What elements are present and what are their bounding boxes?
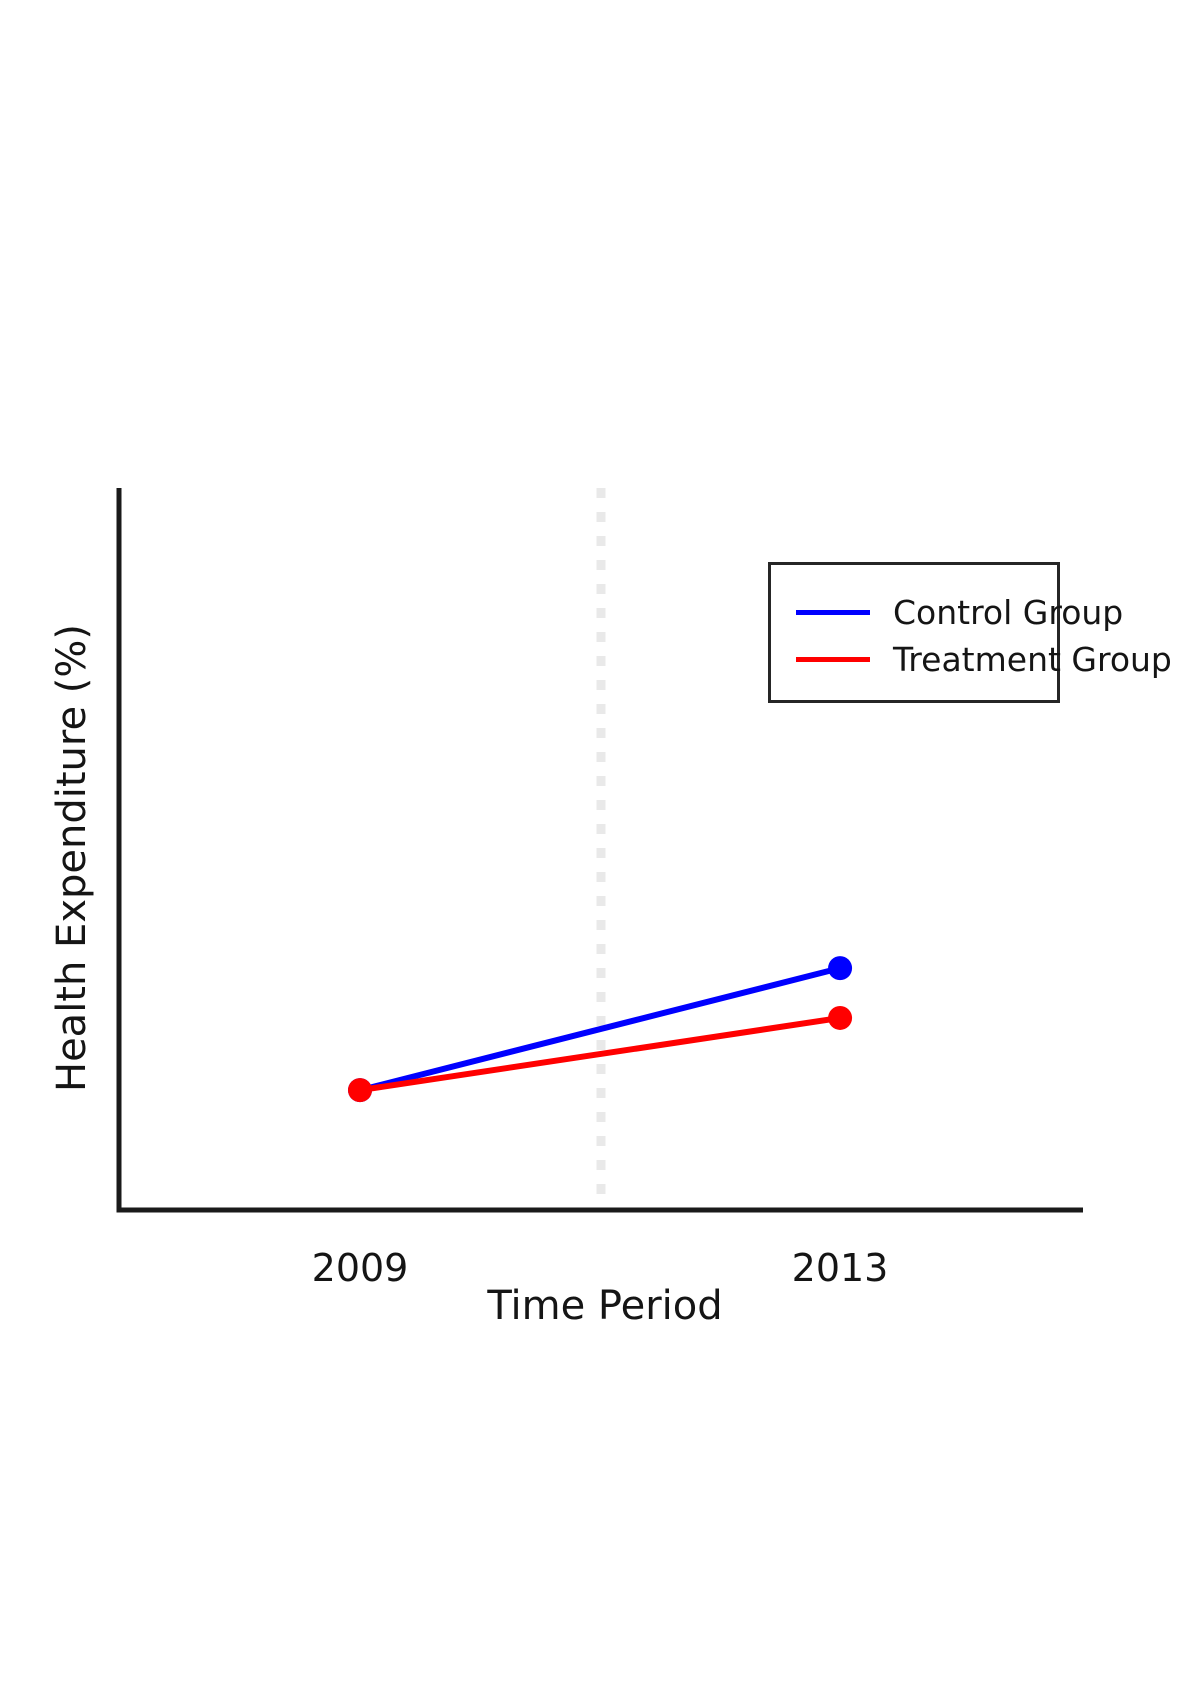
data-point-treatment-2009 — [348, 1078, 372, 1103]
control-group-line-sample — [796, 610, 870, 615]
data-point-treatment-2013 — [828, 1005, 853, 1030]
legend-box: Control Group Treatment Group — [768, 562, 1172, 703]
x-tick-label-2009: 2009 — [311, 1246, 409, 1290]
x-tick-label-2013: 2013 — [791, 1246, 889, 1290]
legend-label-control: Control Group — [893, 593, 1124, 632]
series-line-control — [359, 965, 841, 1094]
treatment-group-line-sample — [796, 657, 870, 662]
legend-label-treatment: Treatment Group — [893, 640, 1172, 679]
y-axis-label: Health Expenditure (%) — [49, 623, 95, 1093]
data-point-control-2013 — [828, 956, 853, 981]
legend-entry-control: Control Group — [771, 589, 1123, 636]
series-line-treatment — [359, 1014, 841, 1094]
legend-entry-treatment: Treatment Group — [771, 636, 1172, 683]
x-axis-label: Time Period — [487, 1283, 723, 1329]
